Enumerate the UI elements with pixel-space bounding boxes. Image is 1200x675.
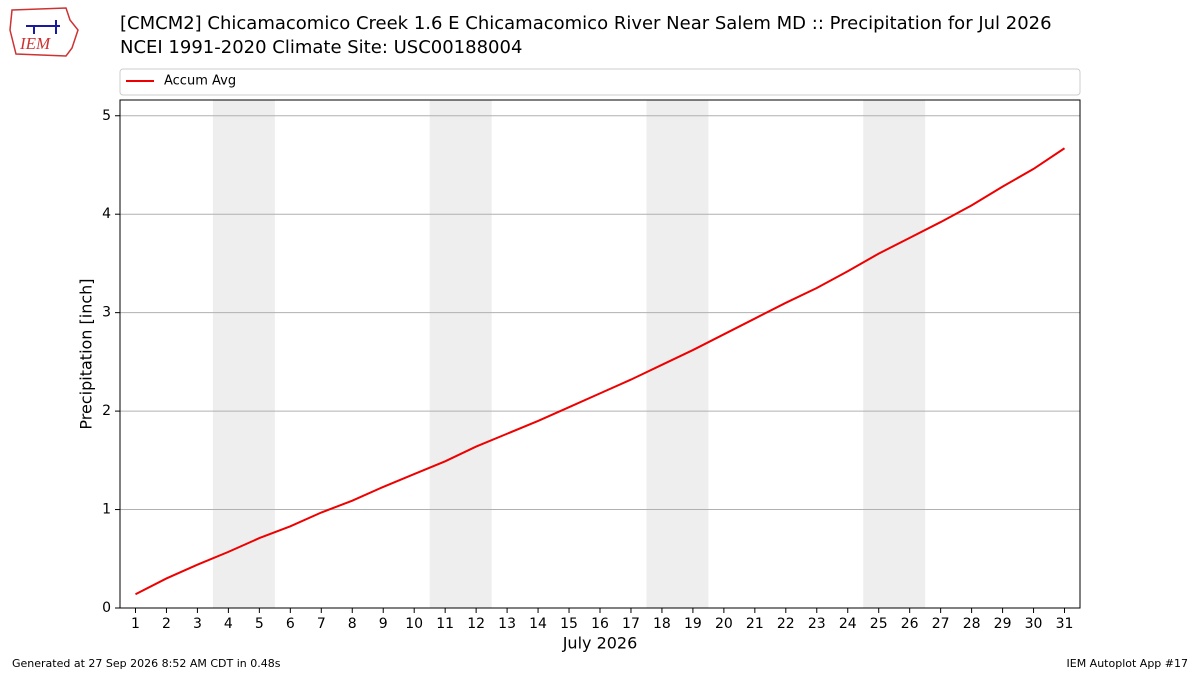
weekend-span bbox=[863, 100, 926, 608]
x-tick-label: 10 bbox=[405, 616, 423, 632]
x-tick-label: 7 bbox=[317, 616, 326, 632]
y-tick-label: 1 bbox=[102, 502, 111, 518]
logo-text: IEM bbox=[19, 34, 51, 53]
x-tick-label: 18 bbox=[653, 616, 671, 632]
x-tick-label: 13 bbox=[498, 616, 516, 632]
x-tick-label: 6 bbox=[286, 616, 295, 632]
x-tick-label: 16 bbox=[591, 616, 609, 632]
logo: IEM bbox=[9, 7, 79, 57]
y-tick-label: 5 bbox=[102, 108, 111, 124]
x-tick-label: 29 bbox=[994, 616, 1012, 632]
weekend-span bbox=[646, 100, 709, 608]
y-tick-label: 3 bbox=[102, 305, 111, 321]
y-tick-label: 0 bbox=[102, 600, 111, 616]
x-tick-label: 30 bbox=[1025, 616, 1043, 632]
y-axis-label: Precipitation [inch] bbox=[77, 278, 96, 429]
x-tick-label: 23 bbox=[808, 616, 826, 632]
x-tick-label: 19 bbox=[684, 616, 702, 632]
x-tick-label: 21 bbox=[746, 616, 764, 632]
x-tick-label: 1 bbox=[131, 616, 140, 632]
x-tick-label: 26 bbox=[901, 616, 919, 632]
x-tick-label: 28 bbox=[963, 616, 981, 632]
x-tick-label: 15 bbox=[560, 616, 578, 632]
weekend-span bbox=[429, 100, 492, 608]
x-axis-label: July 2026 bbox=[562, 634, 638, 653]
x-tick-label: 2 bbox=[162, 616, 171, 632]
legend bbox=[119, 68, 1081, 96]
chart-title: [CMCM2] Chicamacomico Creek 1.6 E Chicam… bbox=[120, 13, 1052, 34]
x-tick-label: 8 bbox=[348, 616, 357, 632]
x-tick-label: 12 bbox=[467, 616, 485, 632]
x-tick-label: 3 bbox=[193, 616, 202, 632]
chart-subtitle: NCEI 1991-2020 Climate Site: USC00188004 bbox=[120, 37, 522, 58]
plot-frame bbox=[119, 99, 1081, 609]
series-line bbox=[135, 147, 1066, 596]
x-tick-label: 27 bbox=[932, 616, 950, 632]
x-tick-label: 25 bbox=[870, 616, 888, 632]
x-tick-label: 5 bbox=[255, 616, 264, 632]
x-tick-label: 22 bbox=[777, 616, 795, 632]
footer-left: Generated at 27 Sep 2026 8:52 AM CDT in … bbox=[12, 657, 281, 670]
x-tick-label: 9 bbox=[379, 616, 388, 632]
x-tick-label: 31 bbox=[1056, 616, 1074, 632]
x-tick-label: 24 bbox=[839, 616, 857, 632]
x-tick-label: 11 bbox=[436, 616, 454, 632]
x-tick-label: 17 bbox=[622, 616, 640, 632]
legend-label: Accum Avg bbox=[164, 74, 236, 89]
x-tick-label: 20 bbox=[715, 616, 733, 632]
y-tick-label: 4 bbox=[102, 206, 111, 222]
x-tick-label: 14 bbox=[529, 616, 547, 632]
weekend-span bbox=[212, 100, 275, 608]
y-tick-label: 2 bbox=[102, 403, 111, 419]
footer-right: IEM Autoplot App #17 bbox=[1067, 657, 1189, 670]
x-tick-label: 4 bbox=[224, 616, 233, 632]
